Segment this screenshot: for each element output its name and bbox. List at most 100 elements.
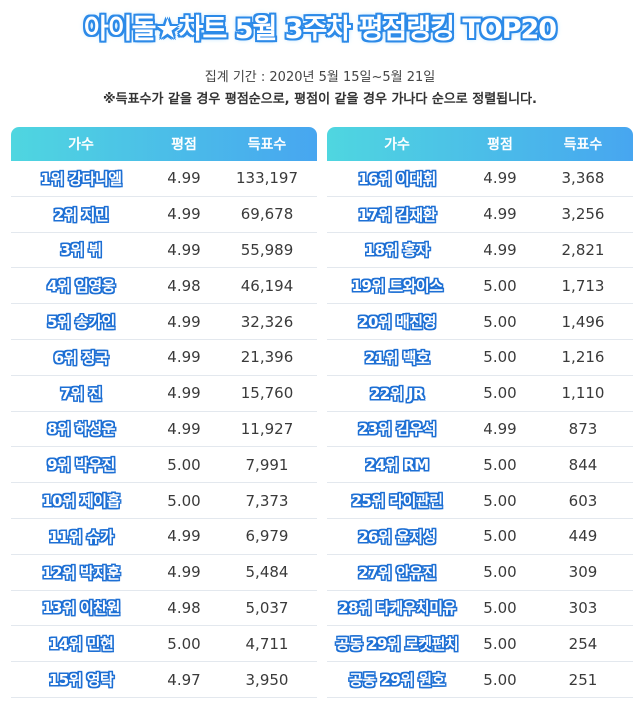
rating-value: 4.99 — [483, 205, 517, 224]
rating-value: 5.00 — [167, 634, 201, 653]
table-row: 25위 라이관린 5.00 603 — [327, 483, 633, 519]
singer-name: 25위 라이관린 — [351, 492, 443, 511]
rating-value: 4.98 — [167, 276, 201, 295]
singer-name: 공동 29위 로켓펀치 — [335, 635, 459, 654]
period-text: 집계 기간 : 2020년 5월 15일~5월 21일 — [204, 70, 436, 85]
page-title: 아이돌★차트 5월 3주차 평점랭킹 TOP20 — [83, 14, 557, 45]
votes-value: 2,821 — [561, 240, 605, 259]
singer-name: 26위 윤지성 — [358, 527, 436, 546]
votes-value: 4,711 — [245, 634, 289, 653]
table-row: 9위 박우진 5.00 7,991 — [11, 447, 317, 484]
singer-name: 24위 RM — [365, 456, 429, 475]
table-row: 21위 백호 5.00 1,216 — [327, 340, 633, 376]
singer-name: 11위 슈가 — [48, 527, 114, 546]
rating-value: 4.99 — [167, 527, 201, 546]
singer-name: 27위 안유진 — [358, 563, 436, 582]
table-row: 5위 송가인 4.99 32,326 — [11, 304, 317, 340]
rating-value: 4.99 — [167, 240, 201, 259]
singer-name: 10위 제이홉 — [42, 492, 120, 511]
singer-name: 17위 김재환 — [358, 205, 436, 224]
singer-name: 15위 영탁 — [48, 671, 114, 690]
votes-value: 11,927 — [240, 419, 294, 438]
header-rating: 평점 — [487, 137, 513, 153]
singer-name: 16위 이대휘 — [358, 169, 436, 188]
votes-value: 46,194 — [240, 276, 294, 295]
table-row: 23위 김우석 4.99 873 — [327, 412, 633, 448]
table-row: 11위 슈가 4.99 6,979 — [11, 519, 317, 555]
rating-value: 5.00 — [483, 527, 517, 546]
singer-name: 2위 지민 — [53, 205, 109, 224]
table-header: 가수 평점 득표수 — [11, 127, 317, 161]
rating-value: 5.00 — [483, 455, 517, 474]
header-votes: 득표수 — [563, 137, 603, 153]
table-row: 26위 윤지성 5.00 449 — [327, 519, 633, 555]
rating-value: 4.99 — [167, 169, 201, 188]
table-row: 공동 29위 원호 5.00 251 — [327, 662, 633, 698]
rating-value: 5.00 — [483, 491, 517, 510]
table-row: 28위 타케우치미유 5.00 303 — [327, 591, 633, 627]
rating-value: 4.99 — [167, 312, 201, 331]
table-row: 24위 RM 5.00 844 — [327, 447, 633, 484]
votes-value: 1,713 — [561, 276, 605, 295]
rating-value: 4.99 — [483, 419, 517, 438]
singer-name: 8위 하성운 — [47, 420, 115, 439]
table-row: 13위 이찬원 4.98 5,037 — [11, 591, 317, 627]
rating-value: 4.99 — [167, 563, 201, 582]
rating-value: 5.00 — [483, 384, 517, 403]
table-row: 27위 안유진 5.00 309 — [327, 555, 633, 591]
singer-name: 19위 트와이스 — [351, 277, 443, 296]
table-row: 6위 정국 4.99 21,396 — [11, 340, 317, 376]
table-row: 17위 김재환 4.99 3,256 — [327, 197, 633, 233]
votes-value: 844 — [568, 455, 598, 474]
rating-value: 4.99 — [167, 348, 201, 367]
table-row: 8위 하성운 4.99 11,927 — [11, 412, 317, 448]
votes-value: 7,991 — [245, 455, 289, 474]
votes-value: 3,256 — [561, 205, 605, 224]
votes-value: 251 — [568, 670, 598, 689]
table-row: 3위 뷔 4.99 55,989 — [11, 233, 317, 269]
votes-value: 5,484 — [245, 563, 289, 582]
votes-value: 3,368 — [561, 169, 605, 188]
table-row: 4위 임영웅 4.98 46,194 — [11, 268, 317, 305]
singer-name: 6위 정국 — [53, 348, 109, 367]
votes-value: 1,496 — [561, 312, 605, 331]
sort-note: ※득표수가 같을 경우 평점순으로, 평점이 같을 경우 가나다 순으로 정렬됩… — [102, 92, 537, 107]
votes-value: 1,110 — [561, 384, 605, 403]
rating-value: 5.00 — [483, 598, 517, 617]
votes-value: 5,037 — [245, 598, 289, 617]
rating-value: 5.00 — [483, 563, 517, 582]
votes-value: 1,216 — [561, 348, 605, 367]
votes-value: 254 — [568, 634, 598, 653]
rating-value: 4.98 — [167, 598, 201, 617]
singer-name: 21위 백호 — [364, 348, 430, 367]
rating-value: 5.00 — [483, 348, 517, 367]
rating-value: 5.00 — [483, 634, 517, 653]
rating-value: 5.00 — [167, 491, 201, 510]
singer-name: 23위 김우석 — [358, 420, 436, 439]
votes-value: 309 — [568, 563, 598, 582]
table-row: 19위 트와이스 5.00 1,713 — [327, 268, 633, 305]
votes-value: 873 — [568, 419, 598, 438]
rating-value: 4.97 — [167, 670, 201, 689]
table-row: 14위 민현 5.00 4,711 — [11, 626, 317, 663]
singer-name: 공동 29위 원호 — [349, 671, 445, 690]
rating-value: 4.99 — [483, 169, 517, 188]
singer-name: 12위 박지훈 — [42, 563, 120, 582]
singer-name: 4위 임영웅 — [47, 277, 115, 296]
votes-value: 7,373 — [245, 491, 289, 510]
header-singer: 가수 — [384, 137, 410, 153]
singer-name: 3위 뷔 — [60, 241, 102, 260]
table-row: 16위 이대휘 4.99 3,368 — [327, 161, 633, 197]
table-row: 18위 홍자 4.99 2,821 — [327, 233, 633, 269]
votes-value: 15,760 — [240, 384, 294, 403]
votes-value: 303 — [568, 598, 598, 617]
table-row: 1위 강다니엘 4.99 133,197 — [11, 161, 317, 197]
header-votes: 득표수 — [247, 137, 287, 153]
table-header: 가수 평점 득표수 — [327, 127, 633, 161]
ranking-table-right: 가수 평점 득표수 16위 이대휘 4.99 3,368 17위 김재환 4.99 3,2… — [327, 127, 633, 698]
rating-value: 5.00 — [483, 276, 517, 295]
votes-value: 133,197 — [235, 169, 299, 188]
votes-value: 449 — [568, 527, 598, 546]
rating-value: 5.00 — [483, 312, 517, 331]
singer-name: 7위 진 — [60, 384, 102, 403]
